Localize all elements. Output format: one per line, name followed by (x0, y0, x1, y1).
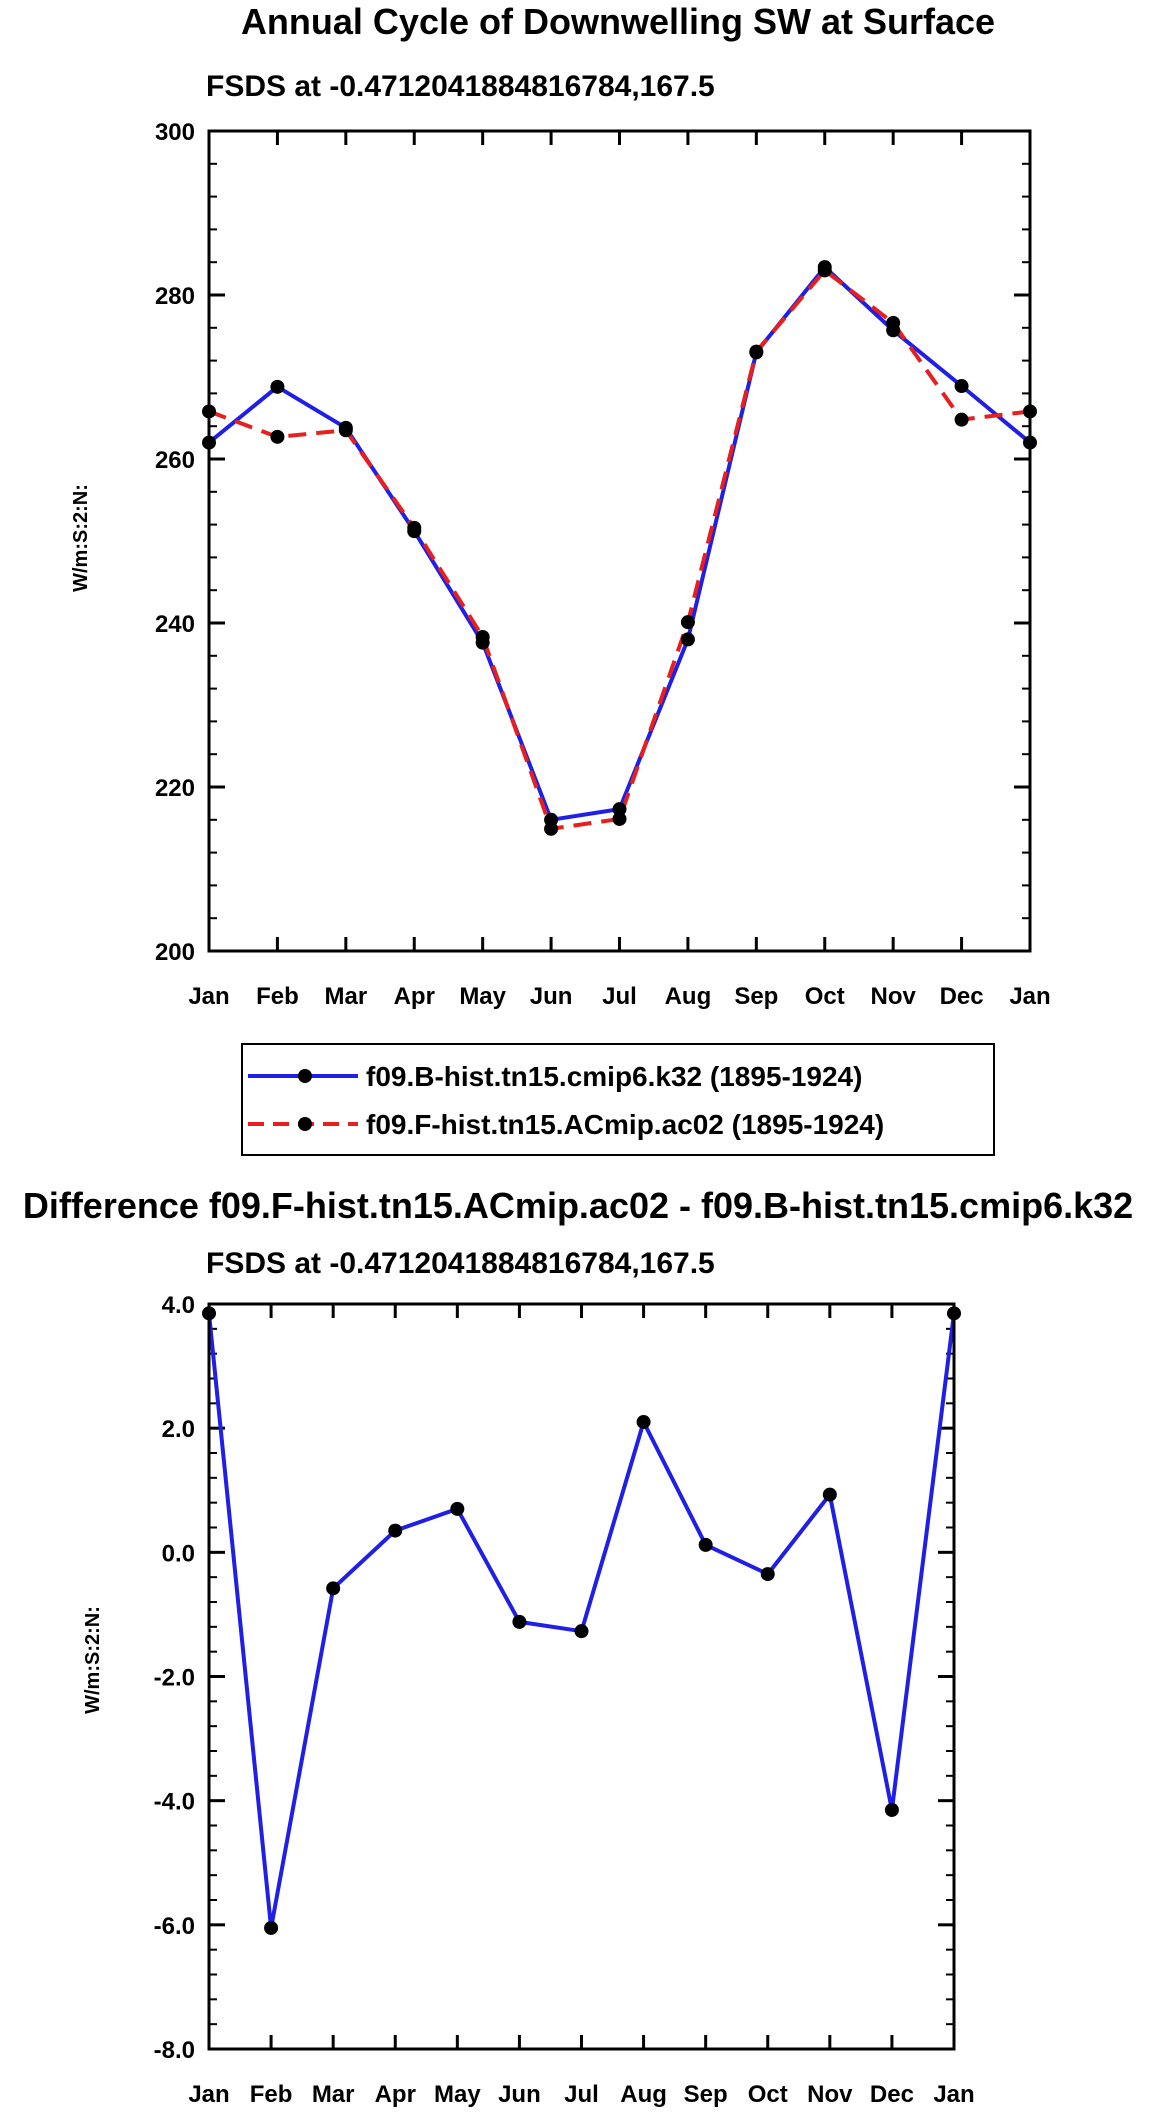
chart2-series-1-point (636, 1414, 651, 1429)
chart1-series-2-point (680, 615, 695, 630)
chart1-x-tick-label: Jul (602, 983, 637, 1010)
legend-marker-series-1 (298, 1069, 312, 1083)
chart1-x-tick-label: Dec (940, 983, 984, 1010)
chart2-series-1-point (326, 1581, 341, 1596)
chart1-x-tick-label: Jun (530, 983, 573, 1010)
chart1-subtitle: FSDS at -0.4712041884816784,167.5 (206, 70, 715, 103)
chart2-x-tick-labels: Jan Feb Mar Apr May Jun Jul Aug Sep Oct Nov Dec Jan (188, 2081, 974, 2108)
chart1-x-tick-label: Feb (256, 983, 299, 1010)
chart2-x-tick-label: Nov (807, 2081, 853, 2108)
chart1-series-2-point (886, 315, 901, 330)
chart2-series-1-point (822, 1487, 837, 1502)
chart1-series-2-point (954, 412, 969, 427)
chart2-x-tick-label: Jan (933, 2081, 974, 2108)
chart1-series-2-point (612, 811, 627, 826)
chart2-x-tick-label: Sep (684, 2081, 728, 2108)
chart2-subtitle: FSDS at -0.4712041884816784,167.5 (206, 1247, 715, 1280)
chart1-x-tick-label: Nov (870, 983, 916, 1010)
chart2-y-tick-label: 2.0 (162, 1416, 195, 1443)
chart1-legend: f09.B-hist.tn15.cmip6.k32 (1895-1924) f0… (241, 1043, 995, 1156)
chart2-x-tick-label: Apr (375, 2081, 416, 2108)
chart1-plot-frame (207, 129, 1032, 953)
chart1-y-tick-label: 280 (155, 283, 195, 310)
chart2-x-tick-label: Oct (748, 2081, 788, 2108)
chart1-y-tick-label: 240 (155, 611, 195, 638)
chart2-series-1-point (760, 1567, 775, 1582)
chart1-ticks (207, 129, 1032, 953)
chart1-y-tick-label: 220 (155, 775, 195, 802)
chart1-series-1-point (612, 802, 627, 817)
chart2-x-tick-label: Dec (870, 2081, 914, 2108)
chart1-x-tick-label: Jan (188, 983, 229, 1010)
chart2-y-tick-label: -6.0 (154, 1913, 195, 1940)
chart1-x-tick-label: Aug (665, 983, 712, 1010)
chart2-series-1-point (512, 1614, 527, 1629)
chart2-ticks (207, 1302, 956, 2051)
chart1-y-tick-label: 300 (155, 119, 195, 146)
chart1-x-tick-label: Apr (394, 983, 435, 1010)
chart1-series-1-line (207, 265, 1032, 822)
legend-label-series-2: f09.F-hist.tn15.ACmip.ac02 (1895-1924) (366, 1109, 884, 1140)
chart1-y-tick-labels: 200 220 240 260 280 300 (155, 119, 195, 966)
chart2-series-1-point (698, 1537, 713, 1552)
chart2-series-1-point (884, 1802, 899, 1817)
chart2-series-1-line (207, 1313, 956, 1930)
chart1-series-2-point (544, 821, 559, 836)
chart2-x-tick-label: Mar (312, 2081, 355, 2108)
chart2-title: Difference f09.F-hist.tn15.ACmip.ac02 - … (23, 1185, 1133, 1226)
legend-label-series-1: f09.B-hist.tn15.cmip6.k32 (1895-1924) (366, 1061, 862, 1092)
chart1-series (202, 260, 1037, 836)
chart1-y-tick-label: 260 (155, 447, 195, 474)
chart1-series-2-point (270, 429, 285, 444)
chart2-series-1-point (574, 1624, 589, 1639)
chart2-series-1-point (450, 1501, 465, 1516)
chart2-plot-frame (207, 1302, 956, 2051)
annual-cycle-chart: Annual Cycle of Downwelling SW at Surfac… (70, 1, 1051, 1010)
chart2-y-tick-label: -2.0 (154, 1665, 195, 1692)
chart1-title: Annual Cycle of Downwelling SW at Surfac… (241, 1, 995, 42)
chart1-x-tick-labels: Jan Feb Mar Apr May Jun Jul Aug Sep Oct Nov Dec Jan (188, 983, 1050, 1010)
chart2-y-axis-label: W/m:S:2:N: (82, 1606, 104, 1714)
chart2-y-tick-labels: -8.0 -6.0 -4.0 -2.0 0.0 2.0 4.0 (154, 1292, 195, 2064)
chart1-series-1-point (954, 379, 969, 394)
chart1-x-tick-label: Oct (805, 983, 845, 1010)
chart1-series-1-point (680, 632, 695, 647)
chart1-series-2-point (817, 263, 832, 278)
chart2-y-tick-label: -8.0 (154, 2037, 195, 2064)
chart1-series-2-point (338, 423, 353, 438)
chart2-x-tick-label: Jul (564, 2081, 599, 2108)
chart1-series-2-line (208, 268, 1031, 831)
legend-box (241, 1043, 995, 1156)
difference-chart: Difference f09.F-hist.tn15.ACmip.ac02 - … (23, 1185, 1133, 2108)
chart1-series-2-point (407, 520, 422, 535)
chart2-series (202, 1306, 961, 1935)
chart1-series-2-point (749, 344, 764, 359)
chart2-series-1-point (264, 1920, 279, 1935)
chart1-x-tick-label: Sep (734, 983, 778, 1010)
chart2-series-1-point (388, 1523, 403, 1538)
chart1-series-2-point (475, 629, 490, 644)
chart1-x-tick-label: Jan (1009, 983, 1050, 1010)
chart1-y-tick-label: 200 (155, 939, 195, 966)
chart2-x-tick-label: May (434, 2081, 481, 2108)
chart2-x-tick-label: Jan (188, 2081, 229, 2108)
chart2-y-tick-label: -4.0 (154, 1789, 195, 1816)
chart1-y-axis-label: W/m:S:2:N: (70, 484, 92, 592)
chart2-x-tick-label: Aug (620, 2081, 667, 2108)
chart1-series-1-point (270, 379, 285, 394)
chart2-x-tick-label: Feb (250, 2081, 293, 2108)
legend-marker-series-2 (298, 1117, 312, 1131)
chart2-y-tick-label: 0.0 (162, 1540, 195, 1567)
chart2-x-tick-label: Jun (498, 2081, 541, 2108)
chart2-y-tick-label: 4.0 (162, 1292, 195, 1319)
chart1-x-tick-label: Mar (324, 983, 367, 1010)
chart1-x-tick-label: May (459, 983, 506, 1010)
